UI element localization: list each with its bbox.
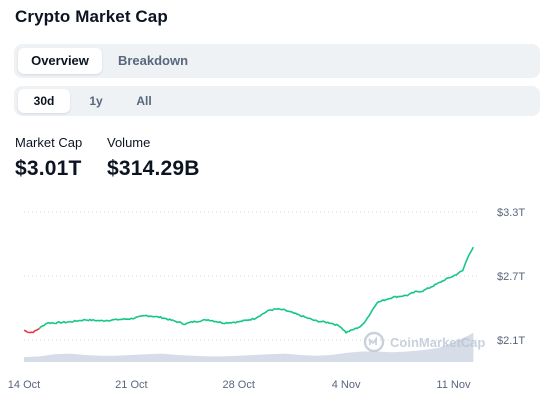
- x-tick-label: 21 Oct: [115, 379, 147, 391]
- y-tick-label: $2.1T: [497, 335, 525, 347]
- price-line-up-segment: [38, 246, 475, 334]
- tab-breakdown[interactable]: Breakdown: [117, 53, 189, 68]
- volume-area: [24, 332, 474, 362]
- time-range-selector: 30d 1y All: [14, 86, 540, 116]
- range-1y-button[interactable]: 1y: [89, 94, 103, 108]
- volume-area-shape: [24, 332, 474, 362]
- coinmarketcap-logo-icon: [363, 331, 385, 353]
- market-cap-chart[interactable]: CoinMarketCap $3.3T $2.7T $2.1T 14 Oct 21 O…: [0, 195, 545, 402]
- y-tick-label: $2.7T: [497, 271, 525, 283]
- watermark: CoinMarketCap: [363, 331, 485, 353]
- card-title: Crypto Market Cap: [15, 7, 168, 26]
- x-tick-label: 4 Nov: [332, 379, 361, 391]
- view-tabs: Overview Breakdown: [14, 44, 540, 78]
- price-line: [23, 246, 475, 334]
- volume-label: Volume: [107, 135, 151, 150]
- x-tick-label: 11 Nov: [436, 379, 471, 391]
- market-cap-label: Market Cap: [15, 135, 83, 150]
- watermark-text: CoinMarketCap: [390, 335, 485, 350]
- x-tick-label: 14 Oct: [8, 379, 40, 391]
- price-line-down-segment: [23, 327, 40, 334]
- tab-overview[interactable]: Overview: [18, 48, 102, 74]
- range-30d-button[interactable]: 30d: [18, 89, 70, 113]
- volume-value: $314.29B: [107, 157, 200, 180]
- x-tick-label: 28 Oct: [223, 379, 255, 391]
- range-all-button[interactable]: All: [136, 94, 152, 108]
- x-axis-labels: 14 Oct 21 Oct 28 Oct 4 Nov 11 Nov: [8, 379, 471, 391]
- y-tick-label: $3.3T: [497, 207, 525, 219]
- y-axis-labels: $3.3T $2.7T $2.1T: [497, 207, 525, 347]
- market-cap-value: $3.01T: [15, 157, 82, 180]
